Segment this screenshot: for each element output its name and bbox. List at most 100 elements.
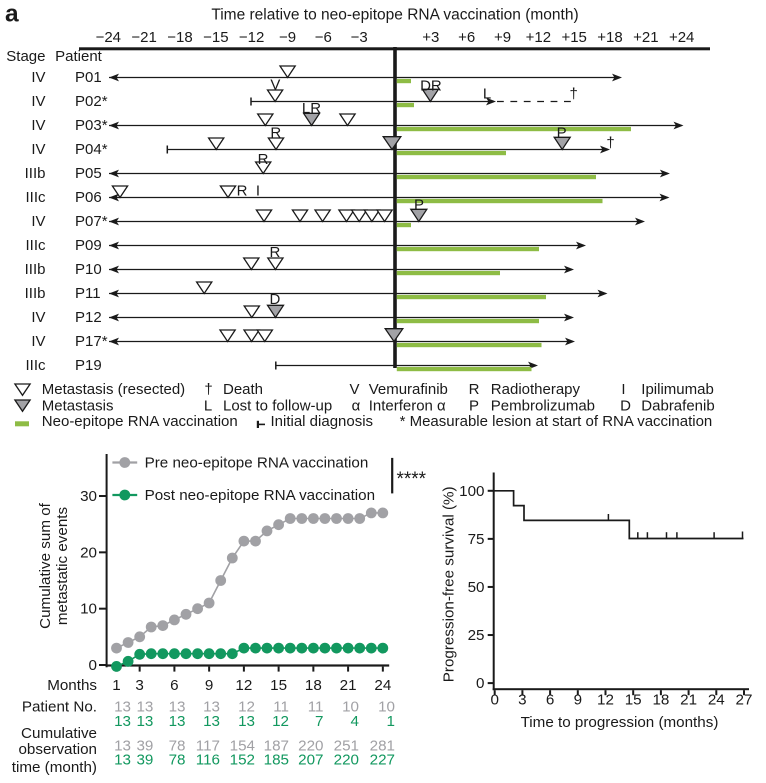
svg-text:†: † — [570, 86, 578, 103]
svg-text:−15: −15 — [203, 29, 228, 46]
svg-text:P07*: P07* — [75, 213, 108, 230]
svg-text:IIIc: IIIc — [25, 237, 46, 254]
svg-text:9: 9 — [205, 677, 213, 694]
svg-text:Neo-epitope RNA vaccination: Neo-epitope RNA vaccination — [42, 413, 238, 430]
svg-text:18: 18 — [652, 692, 669, 709]
svg-text:* Measurable lesion at start o: * Measurable lesion at start of RNA vacc… — [400, 413, 713, 430]
svg-text:4: 4 — [351, 713, 359, 730]
svg-text:+12: +12 — [526, 29, 551, 46]
svg-text:13: 13 — [169, 699, 186, 716]
svg-text:P06: P06 — [75, 189, 102, 206]
svg-text:DR: DR — [420, 77, 442, 94]
svg-text:R: R — [237, 182, 248, 199]
svg-text:207: 207 — [298, 752, 323, 769]
svg-text:R: R — [258, 151, 269, 168]
svg-text:21: 21 — [340, 677, 357, 694]
svg-text:IV: IV — [31, 333, 45, 350]
svg-text:13: 13 — [114, 699, 131, 716]
svg-text:39: 39 — [136, 738, 153, 755]
svg-text:13: 13 — [238, 713, 255, 730]
svg-text:154: 154 — [230, 738, 255, 755]
svg-text:R: R — [469, 381, 480, 398]
svg-text:V: V — [349, 381, 359, 398]
svg-text:Lost to follow-up: Lost to follow-up — [223, 398, 332, 415]
svg-text:27: 27 — [736, 692, 753, 709]
svg-text:Months: Months — [47, 677, 97, 694]
svg-text:13: 13 — [114, 713, 131, 730]
svg-text:P12: P12 — [75, 309, 102, 326]
svg-text:78: 78 — [169, 752, 186, 769]
svg-text:P19: P19 — [75, 357, 102, 374]
svg-text:P01: P01 — [75, 69, 102, 86]
svg-text:L: L — [204, 398, 212, 415]
svg-text:78: 78 — [169, 738, 186, 755]
svg-text:−6: −6 — [315, 29, 332, 46]
svg-text:12: 12 — [597, 692, 614, 709]
svg-text:IIIc: IIIc — [25, 189, 46, 206]
svg-text:0: 0 — [476, 675, 484, 692]
svg-text:227: 227 — [370, 752, 395, 769]
svg-text:D: D — [620, 398, 631, 415]
svg-text:Cumulative: Cumulative — [21, 725, 97, 742]
svg-text:10: 10 — [80, 601, 97, 618]
svg-text:IV: IV — [31, 141, 45, 158]
svg-text:P02*: P02* — [75, 93, 108, 110]
svg-text:20: 20 — [80, 544, 97, 561]
svg-text:281: 281 — [370, 738, 395, 755]
svg-text:Ipilimumab: Ipilimumab — [641, 381, 714, 398]
svg-text:I: I — [256, 182, 260, 199]
svg-text:Post neo-epitope RNA vaccinati: Post neo-epitope RNA vaccination — [145, 487, 375, 504]
svg-text:P11: P11 — [75, 285, 101, 302]
svg-text:24: 24 — [374, 677, 391, 694]
svg-text:100: 100 — [459, 483, 484, 500]
svg-text:Time to progression (months): Time to progression (months) — [521, 714, 719, 731]
svg-text:P05: P05 — [75, 165, 102, 182]
svg-text:−24: −24 — [96, 29, 121, 46]
svg-text:10: 10 — [378, 699, 395, 716]
svg-text:R: R — [269, 244, 280, 261]
svg-text:50: 50 — [468, 579, 485, 596]
svg-text:L: L — [483, 86, 491, 103]
svg-text:α: α — [352, 398, 361, 415]
svg-text:P: P — [469, 398, 479, 415]
svg-text:152: 152 — [230, 752, 255, 769]
svg-text:P09: P09 — [75, 237, 102, 254]
svg-text:−3: −3 — [351, 29, 368, 46]
svg-text:39: 39 — [136, 752, 153, 769]
svg-text:LR: LR — [302, 100, 321, 117]
svg-text:IIIb: IIIb — [25, 261, 46, 278]
svg-text:Stage: Stage — [6, 48, 45, 65]
svg-text:3: 3 — [518, 692, 526, 709]
svg-text:185: 185 — [264, 752, 289, 769]
svg-text:P: P — [557, 125, 567, 142]
svg-text:Patient No.: Patient No. — [22, 699, 97, 716]
svg-text:IV: IV — [31, 69, 45, 86]
svg-text:+6: +6 — [458, 29, 475, 46]
svg-text:7: 7 — [315, 713, 323, 730]
svg-text:13: 13 — [203, 699, 220, 716]
svg-text:time (month): time (month) — [12, 759, 97, 776]
svg-text:metastatic events: metastatic events — [54, 507, 71, 626]
svg-text:1: 1 — [387, 713, 395, 730]
svg-text:†: † — [606, 134, 614, 151]
svg-text:0: 0 — [89, 657, 97, 674]
svg-text:a: a — [5, 1, 19, 28]
svg-text:9: 9 — [574, 692, 582, 709]
svg-text:I: I — [621, 381, 625, 398]
svg-text:117: 117 — [196, 738, 220, 755]
svg-text:Cumulative sum of: Cumulative sum of — [37, 502, 54, 629]
svg-text:13: 13 — [169, 713, 186, 730]
svg-text:21: 21 — [680, 692, 697, 709]
svg-text:+9: +9 — [494, 29, 511, 46]
svg-text:Dabrafenib: Dabrafenib — [641, 398, 714, 415]
svg-text:Progression-free survival (%): Progression-free survival (%) — [441, 486, 458, 682]
svg-text:0: 0 — [490, 692, 498, 709]
svg-text:IV: IV — [31, 213, 45, 230]
svg-text:Metastasis: Metastasis — [42, 398, 114, 415]
svg-text:13: 13 — [114, 738, 131, 755]
svg-text:25: 25 — [468, 627, 485, 644]
svg-text:+24: +24 — [669, 29, 694, 46]
svg-text:+18: +18 — [597, 29, 622, 46]
svg-text:11: 11 — [308, 699, 324, 716]
svg-text:12: 12 — [272, 713, 289, 730]
